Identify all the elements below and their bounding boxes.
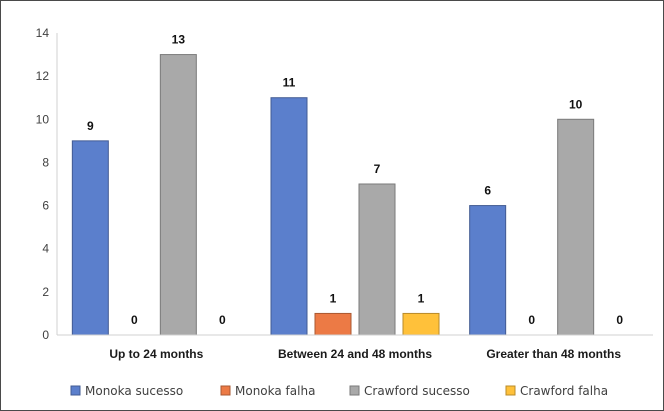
y-tick-label: 14 [36, 26, 50, 40]
bar [402, 312, 440, 336]
data-label: 10 [569, 97, 583, 111]
data-label: 13 [172, 33, 186, 47]
bar [314, 312, 352, 336]
legend-label: Crawford falha [520, 384, 608, 398]
data-label: 11 [283, 76, 296, 90]
bar [358, 183, 396, 336]
y-tick-label: 8 [42, 155, 49, 169]
data-label: 0 [528, 313, 535, 327]
y-tick-label: 12 [36, 69, 50, 83]
bar [557, 118, 595, 336]
legend-label: Monoka sucesso [85, 384, 183, 398]
bar [469, 205, 507, 336]
legend-swatch [505, 385, 516, 396]
legend-swatch [349, 385, 360, 396]
y-axis-ticks: 0 2 4 6 8 10 12 14 [36, 26, 50, 342]
y-tick-label: 2 [42, 285, 49, 299]
legend-label: Crawford sucesso [364, 384, 470, 398]
data-label: 1 [418, 291, 425, 305]
y-tick-label: 0 [42, 328, 49, 342]
legend-swatch [220, 385, 231, 396]
bar [270, 97, 308, 336]
category-label: Up to 24 months [109, 347, 203, 361]
legend: Monoka sucesso Monoka falha Crawford suces… [70, 384, 608, 398]
data-label: 9 [87, 119, 94, 133]
bar [71, 140, 109, 336]
data-label: 0 [219, 313, 226, 327]
legend-swatch [70, 385, 81, 396]
data-label: 6 [484, 184, 491, 198]
category-label: Between 24 and 48 months [278, 347, 432, 361]
data-label: 0 [131, 313, 138, 327]
y-tick-label: 4 [42, 242, 49, 256]
category-label: Greater than 48 months [486, 347, 621, 361]
data-label: 1 [330, 291, 337, 305]
legend-label: Monoka falha [235, 384, 315, 398]
y-tick-label: 6 [42, 199, 49, 213]
category-labels: Up to 24 months Between 24 and 48 months G… [109, 347, 621, 361]
bars-group [71, 54, 595, 336]
bar [159, 54, 197, 336]
data-label: 7 [374, 162, 381, 176]
y-tick-label: 10 [36, 112, 50, 126]
data-label: 0 [616, 313, 623, 327]
